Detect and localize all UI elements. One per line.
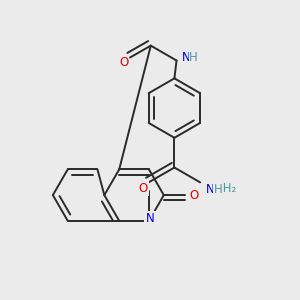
Text: N: N xyxy=(182,51,190,64)
Text: NH₂: NH₂ xyxy=(215,182,237,195)
Text: O: O xyxy=(119,56,128,69)
Text: H: H xyxy=(214,183,223,196)
Text: O: O xyxy=(190,189,199,202)
Text: N: N xyxy=(146,212,154,225)
Text: N: N xyxy=(206,183,214,196)
Text: O: O xyxy=(139,182,148,195)
Text: H: H xyxy=(189,51,198,64)
